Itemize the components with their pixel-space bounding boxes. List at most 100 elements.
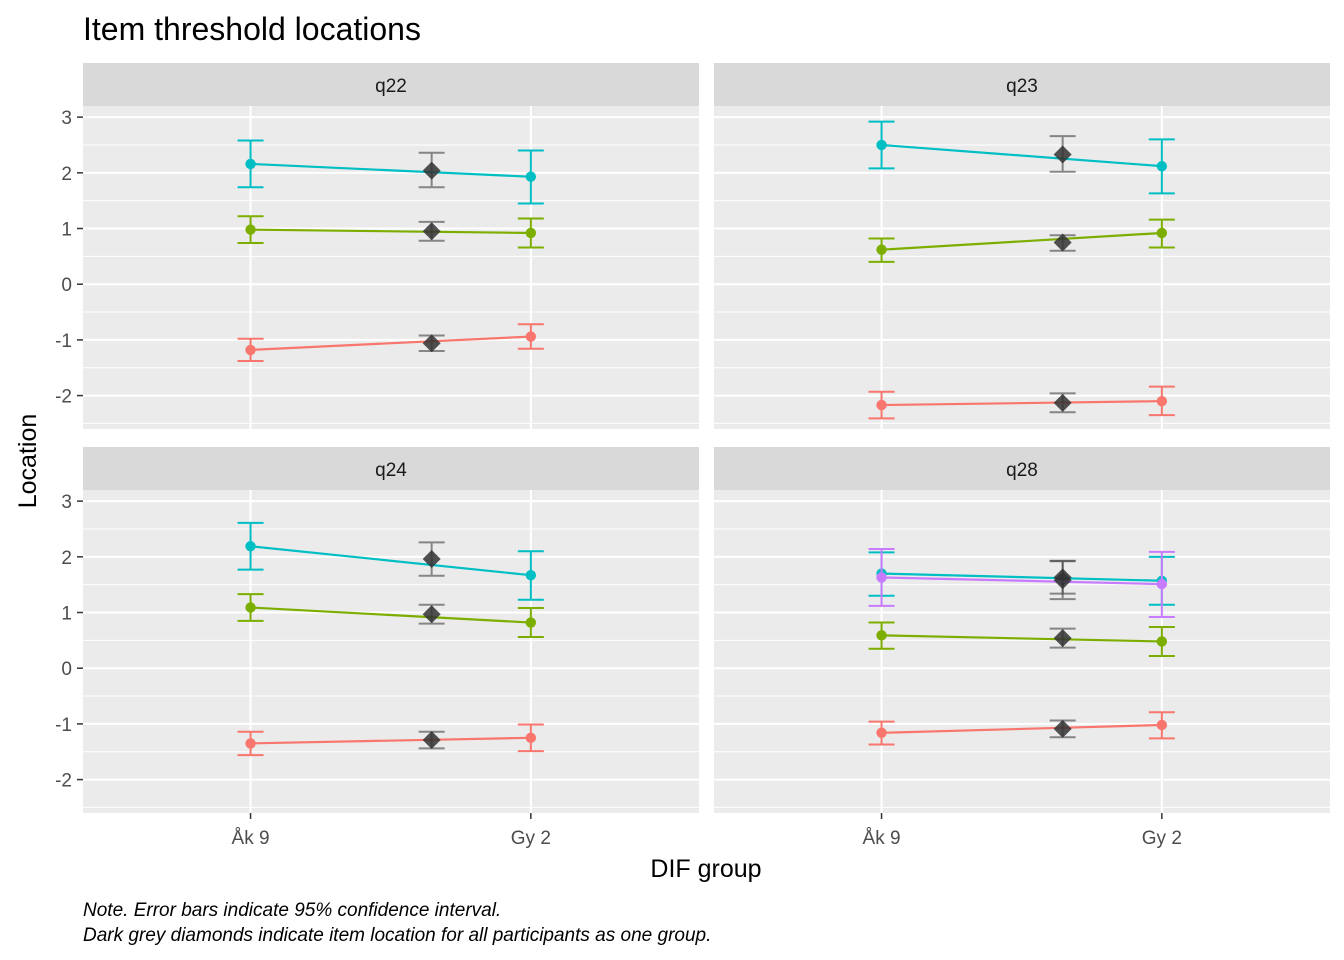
series-line bbox=[250, 606, 531, 624]
y-tick-label: -2 bbox=[55, 771, 72, 792]
series-line bbox=[881, 231, 1162, 251]
data-point bbox=[876, 630, 887, 641]
series-line bbox=[881, 400, 1162, 407]
overall-diamond bbox=[422, 605, 441, 624]
data-point bbox=[876, 139, 887, 151]
data-point bbox=[525, 732, 537, 744]
overall-diamond bbox=[422, 161, 441, 180]
series-line bbox=[881, 634, 1162, 643]
series-3 bbox=[237, 521, 544, 601]
panel-background bbox=[714, 490, 1330, 813]
panel-q23: q23 bbox=[714, 63, 1330, 429]
strip-background bbox=[83, 447, 699, 490]
series-1 bbox=[237, 723, 544, 757]
data-point bbox=[1156, 227, 1168, 239]
series-2 bbox=[868, 218, 1175, 263]
series-2 bbox=[237, 215, 544, 249]
series-line bbox=[881, 576, 1162, 586]
data-point bbox=[525, 617, 537, 628]
overall-diamond bbox=[1053, 571, 1072, 590]
series-line bbox=[881, 572, 1162, 582]
overall-diamond bbox=[1053, 145, 1072, 164]
overall-diamond bbox=[422, 731, 441, 750]
overall-diamond bbox=[1053, 629, 1072, 648]
panel-background bbox=[714, 106, 1330, 429]
y-tick-label: 2 bbox=[61, 164, 72, 185]
x-tick-labels: Åk 9 Gy 2 Åk 9 Gy 2 bbox=[232, 813, 1182, 849]
overall-diamond bbox=[1053, 393, 1072, 412]
data-point bbox=[1156, 395, 1168, 407]
series-line bbox=[881, 143, 1162, 168]
y-tick-label: 1 bbox=[61, 604, 72, 625]
panel-background bbox=[83, 106, 699, 429]
strip-label: q24 bbox=[375, 460, 407, 481]
series-line bbox=[250, 162, 531, 178]
facet-panels: q22 q23 q24 q28 bbox=[83, 63, 1330, 813]
x-tick-label: Gy 2 bbox=[1142, 828, 1182, 849]
y-tick-label: 1 bbox=[61, 220, 72, 241]
y-tick-label: -2 bbox=[55, 387, 72, 408]
series-2 bbox=[868, 621, 1175, 657]
y-tick-label: 0 bbox=[61, 659, 72, 680]
y-tick-label: 0 bbox=[61, 275, 72, 296]
series-line bbox=[250, 228, 531, 235]
data-point bbox=[245, 541, 256, 552]
x-tick-label: Åk 9 bbox=[863, 828, 901, 849]
x-tick-label: Gy 2 bbox=[511, 828, 551, 849]
data-point bbox=[1156, 578, 1168, 590]
series-1 bbox=[868, 385, 1175, 420]
series-2 bbox=[237, 593, 544, 639]
data-point bbox=[525, 570, 537, 581]
overall-diamond bbox=[422, 550, 441, 569]
strip-label: q28 bbox=[1006, 460, 1038, 481]
chart-title: Item threshold locations bbox=[83, 11, 421, 47]
series-3 bbox=[237, 139, 544, 205]
y-axis-title: Location bbox=[14, 414, 42, 509]
series-line bbox=[250, 736, 531, 745]
panel-background bbox=[83, 490, 699, 813]
overall-diamond bbox=[422, 334, 441, 353]
data-point bbox=[876, 399, 887, 411]
data-point bbox=[1156, 719, 1168, 731]
y-tick-label: 3 bbox=[61, 108, 72, 129]
series-line bbox=[881, 723, 1162, 734]
caption-line-2: Dark grey diamonds indicate item locatio… bbox=[83, 925, 711, 946]
overall-diamond bbox=[1053, 233, 1072, 252]
caption-line-1: Note. Error bars indicate 95% confidence… bbox=[83, 900, 501, 921]
series-3 bbox=[868, 120, 1175, 195]
data-point bbox=[525, 227, 537, 239]
strip-label: q23 bbox=[1006, 76, 1038, 97]
data-point bbox=[245, 602, 256, 613]
overall-diamond bbox=[422, 222, 441, 241]
y-tick-label: 3 bbox=[61, 492, 72, 513]
strip-background bbox=[714, 447, 1330, 490]
series-line bbox=[250, 335, 531, 352]
panel-q24: q24 bbox=[83, 447, 699, 813]
series-1 bbox=[868, 711, 1175, 746]
data-point bbox=[1156, 160, 1168, 172]
strip-label: q22 bbox=[375, 76, 407, 97]
data-point bbox=[245, 158, 256, 170]
data-point bbox=[876, 244, 887, 255]
panel-q22: q22 bbox=[83, 63, 699, 429]
x-tick-label: Åk 9 bbox=[232, 828, 270, 849]
series-4 bbox=[868, 548, 1175, 618]
y-tick-label: -1 bbox=[55, 715, 72, 736]
data-point bbox=[525, 331, 537, 342]
series-line bbox=[250, 545, 531, 577]
x-axis-title: DIF group bbox=[650, 855, 761, 883]
data-point bbox=[245, 738, 256, 749]
data-point bbox=[245, 344, 256, 356]
panel-q28: q28 bbox=[714, 447, 1330, 813]
series-1 bbox=[237, 323, 544, 363]
data-point bbox=[1156, 636, 1168, 647]
strip-background bbox=[83, 63, 699, 106]
data-point bbox=[245, 224, 256, 235]
y-tick-labels: 3 2 1 0 -1 -2 3 2 1 0 -1 -2 bbox=[55, 108, 83, 792]
y-tick-label: 2 bbox=[61, 548, 72, 569]
data-point bbox=[876, 727, 887, 739]
overall-diamond bbox=[1053, 719, 1072, 738]
y-tick-label: -1 bbox=[55, 331, 72, 352]
data-point bbox=[876, 572, 887, 583]
